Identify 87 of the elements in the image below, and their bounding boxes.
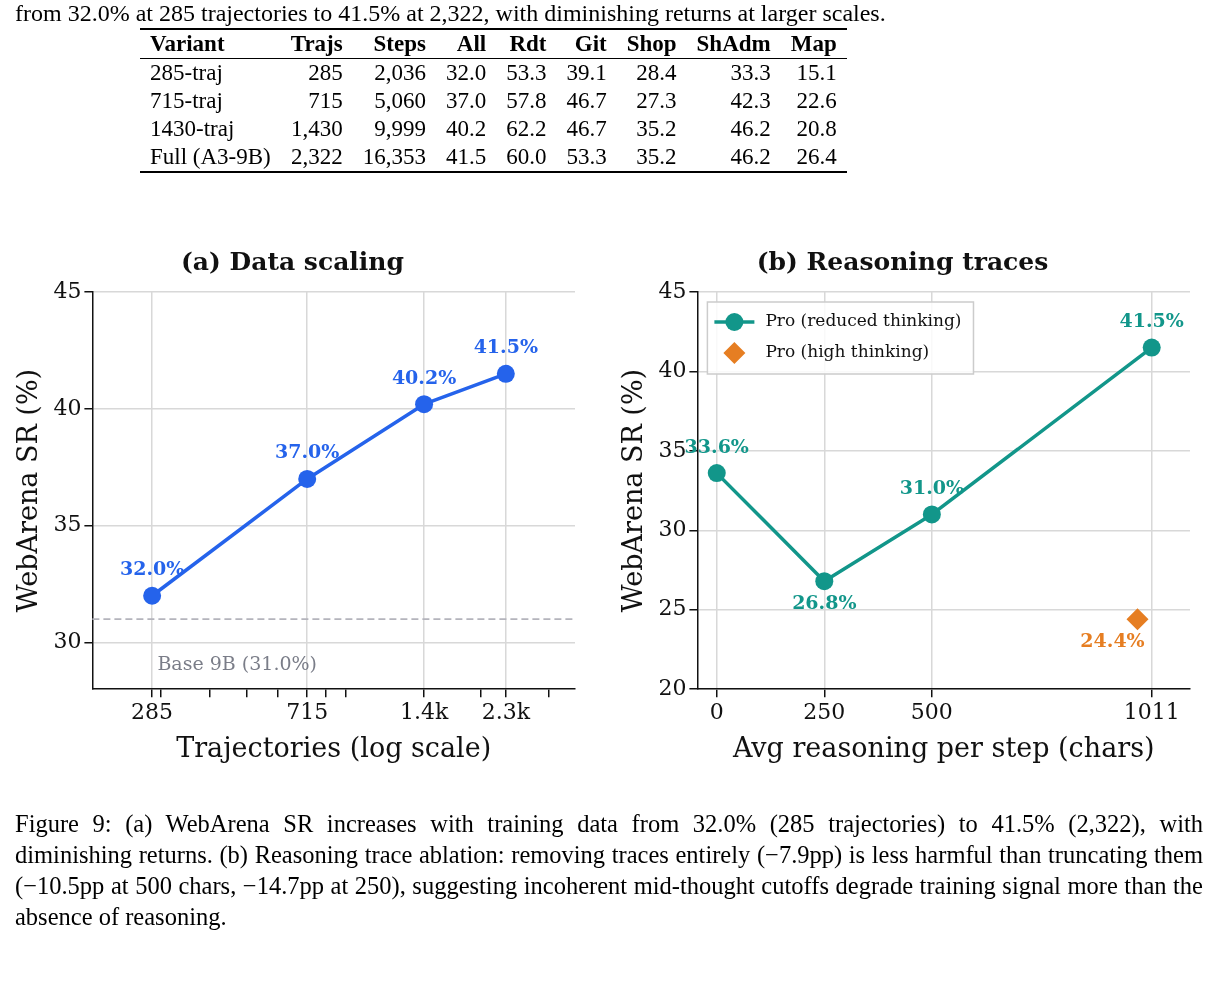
category-label: Git	[556, 29, 617, 59]
text: 40.2	[445, 116, 487, 141]
text: 39.1	[566, 60, 607, 85]
text: from 32.0% at 285 trajectories to 41.5% at 2,322, with diminishing returns at larger scales.	[15, 0, 886, 27]
x-tick-label: 1.4k	[399, 699, 449, 725]
data-label: 26.8%	[792, 590, 857, 613]
text: 33.3	[730, 60, 771, 85]
text: 46.7	[566, 88, 607, 113]
text: 28.4	[636, 60, 677, 85]
text: 27.3	[636, 88, 677, 113]
text: 35.2	[636, 144, 677, 169]
text: 22.6	[796, 88, 837, 113]
text: 32.0	[445, 60, 487, 85]
text: 46.2	[730, 116, 771, 141]
category-label: Map	[780, 29, 847, 59]
text: 62.2	[506, 116, 547, 141]
text: 53.3	[506, 60, 547, 85]
category-label: Trajs	[280, 29, 353, 59]
text: 41.5	[445, 144, 487, 169]
text: 715	[308, 88, 343, 113]
y-tick-label: 30	[658, 516, 687, 542]
text: 37.0	[445, 88, 487, 113]
text: 9,999	[374, 116, 426, 141]
text: 60.0	[506, 144, 547, 169]
y-tick-label: 20	[658, 674, 687, 700]
text: 26.4	[796, 144, 837, 169]
x-tick-label: 285	[131, 699, 174, 725]
text: 285	[308, 60, 343, 85]
y-tick-label: 35	[53, 511, 82, 537]
text: 5,060	[374, 88, 426, 113]
text: 2,036	[374, 60, 426, 85]
legend-label: Pro (reduced thinking)	[765, 310, 962, 331]
y-tick-label: 25	[658, 595, 687, 621]
data-label: 41.5%	[1119, 309, 1184, 332]
text: 20.8	[796, 116, 837, 141]
category-label: Rdt	[496, 29, 557, 59]
point	[707, 464, 726, 483]
text: 1430-traj	[150, 116, 235, 141]
legend-label: Pro (high thinking)	[765, 341, 930, 362]
x-tick-label: 2.3k	[481, 699, 531, 725]
text: 57.8	[506, 88, 547, 113]
point	[922, 505, 941, 524]
text: 15.1	[796, 60, 837, 85]
category-label: Steps	[352, 29, 436, 59]
y-tick-label: 45	[53, 277, 82, 303]
x-tick-label: 715	[286, 699, 329, 725]
point	[1142, 338, 1161, 357]
point	[815, 572, 834, 591]
category-label: Shop	[616, 29, 687, 59]
data-label: 40.2%	[391, 365, 457, 388]
text: Full (A3-9B)	[150, 144, 271, 169]
x-tick-label: 500	[910, 699, 953, 725]
y-tick-label: 45	[658, 277, 687, 303]
text: 16,353	[362, 144, 426, 169]
text: 1,430	[290, 116, 343, 141]
y-axis-title: WebArena SR (%)	[617, 368, 649, 613]
caption: Figure 9: (a) WebArena SR increases with training data from 32.0% (285 trajectories) to 41.5% (2,322), with diminishing returns. (b) Reasoning trace ablation: removing traces entirely (−7.9pp) is less harmful than truncating them (−10.5pp at 500 chars, −14.7pp at 250), suggesting incoherent mid-thought cutoffs degrade training signal more than the absence of reasoning.	[15, 809, 1203, 932]
data-label: 32.0%	[119, 557, 185, 580]
text: 46.2	[730, 144, 771, 169]
y-tick-label: 40	[53, 394, 82, 420]
chart-title: (a) Data scaling	[180, 246, 405, 276]
x-tick-label: 250	[803, 699, 846, 725]
x-axis-title: Trajectories (log scale)	[176, 731, 492, 763]
text: 46.7	[566, 116, 607, 141]
text: 35.2	[636, 116, 677, 141]
data-label: 24.4%	[1080, 628, 1145, 651]
category-label: ShAdm	[686, 29, 781, 59]
category-label: Variant	[140, 29, 281, 59]
text: 715-traj	[150, 88, 223, 113]
y-tick-label: 30	[53, 628, 82, 654]
category-label: All	[435, 29, 497, 59]
text: 285-traj	[150, 60, 223, 85]
x-tick-label: 1011	[1123, 699, 1180, 725]
chart-title: (b) Reasoning traces	[756, 246, 1049, 276]
y-axis-title: WebArena SR (%)	[12, 368, 44, 613]
y-tick-label: 40	[658, 357, 687, 383]
ref-line-label: Base 9B (31.0%)	[157, 651, 317, 674]
y-tick-label: 35	[658, 436, 687, 462]
data-label: 37.0%	[275, 440, 340, 463]
data-label: 41.5%	[473, 335, 538, 358]
x-tick-label: 0	[709, 699, 724, 725]
x-axis-title: Avg reasoning per step (chars)	[731, 731, 1155, 763]
text: 42.3	[730, 88, 771, 113]
text: 53.3	[566, 144, 607, 169]
data-label: 31.0%	[899, 475, 965, 498]
point	[1126, 608, 1149, 631]
text: 2,322	[290, 144, 343, 169]
